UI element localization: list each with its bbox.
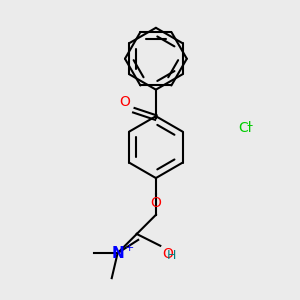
Text: O: O bbox=[162, 247, 173, 261]
Text: N: N bbox=[111, 246, 124, 261]
Text: Cl: Cl bbox=[238, 121, 252, 135]
Text: H: H bbox=[167, 249, 176, 262]
Text: –: – bbox=[246, 119, 252, 132]
Text: O: O bbox=[119, 95, 130, 109]
Text: O: O bbox=[151, 196, 161, 210]
Text: +: + bbox=[125, 243, 134, 253]
